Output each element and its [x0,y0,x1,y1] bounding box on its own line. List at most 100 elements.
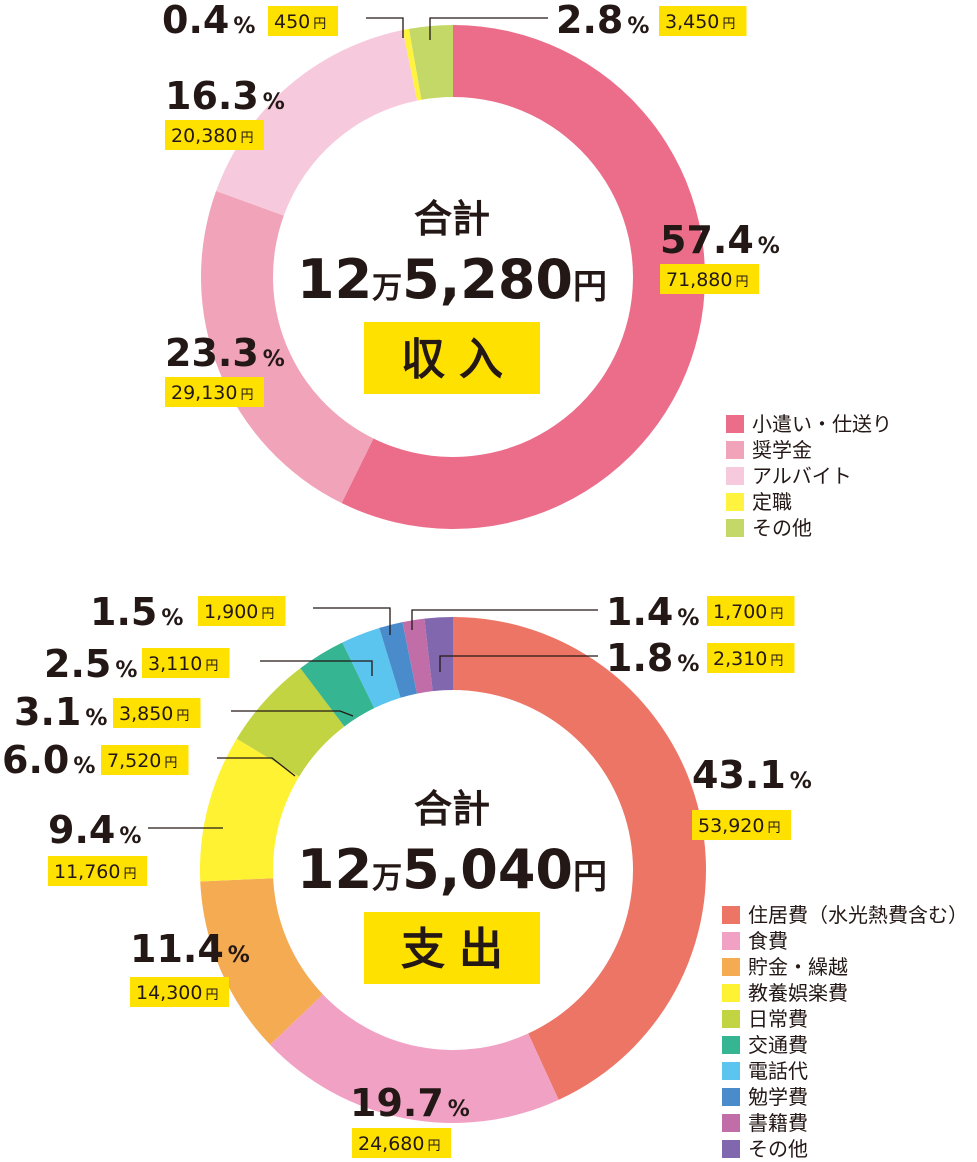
slice-amount-label-1-2: 14,300 円 [136,982,219,1004]
slice-amount-label-1-6: 3,110 円 [148,653,218,675]
expense-leader-lines [148,607,598,829]
legend-swatch-0-1 [726,441,744,459]
slice-amount-box-1-6 [142,648,230,678]
slice-percent-label-1-9: 1.8% [606,636,699,680]
legend-label-1-6: 電話代 [748,1059,808,1083]
slice-percent-label-1-5: 3.1% [14,690,107,734]
slice-percent-label-0-4: 2.8% [556,0,649,42]
legend-label-1-5: 交通費 [748,1033,808,1057]
slice-amount-label-0-1: 29,130 円 [171,382,254,404]
legend-label-1-0: 住居費（水光熱費含む） [748,903,968,927]
legend-swatch-1-1 [722,932,740,950]
slice-amount-label-1-3: 11,760 円 [54,861,137,883]
slice-amount-box-1-9 [707,643,795,673]
slice-amount-box-1-3 [48,856,147,886]
legend-swatch-0-2 [726,467,744,485]
expense-labels: 43.1 % 53,920 円 19.7 % 24,680 円 11.4 % 14,300 円 9.4%… [2,590,812,1158]
legend-swatch-1-4 [722,1010,740,1028]
slice-amount-label-1-4: 7,520 円 [107,750,177,772]
income-tag-box [364,322,540,394]
leader-line-0-4 [429,17,548,40]
donut-slice-0-4 [408,25,453,100]
slice-percent-label-0-2: 16.3% [165,74,285,118]
donut-slice-1-3 [200,738,300,882]
slice-amount-box-0-1 [165,377,264,407]
slice-amount-label-1-5: 3,850 円 [119,703,189,725]
slice-amount-box-1-2 [130,977,229,1007]
slice-percent-label-0-1: 23.3% [165,331,285,375]
slice-amount-box-0-2 [165,120,264,150]
legend-swatch-1-9 [722,1140,740,1158]
donut-slice-0-0 [341,25,705,529]
slice-amount-label-1-7: 1,900 円 [204,601,274,623]
slice-amount-box-0-3 [268,6,338,36]
legend-swatch-1-0 [722,906,740,924]
expense-donut-chart: 43.1 % 53,920 円 19.7 % 24,680 円 11.4 % 14,300 円 9.4%… [2,590,968,1161]
legend-swatch-1-2 [722,958,740,976]
slice-percent-label-1-1: 19.7% [350,1081,470,1125]
donut-slice-1-4 [236,668,345,777]
slice-amount-box-0-4 [659,6,747,36]
slice-amount-label-0-2: 20,380 円 [171,125,254,147]
slice-amount-box-1-0 [692,810,791,840]
slice-amount-label-0-4: 3,450 円 [665,11,735,33]
donut-slice-1-7 [379,622,418,698]
legend-swatch-0-3 [726,493,744,511]
expense-center: 合計 12万5,040円 支出 [297,787,607,984]
slice-amount-label-1-0: 53,920 円 [698,815,781,837]
slice-amount-box-1-8 [707,596,795,626]
donut-slice-1-1 [270,994,559,1124]
legend-label-1-8: 書籍費 [748,1111,808,1135]
slice-amount-label-1-1: 24,680 円 [358,1133,441,1155]
expense-legend: 住居費（水光熱費含む）食費貯金・繰越教養娯楽費日常費交通費電話代勉学費書籍費その… [722,903,968,1161]
slice-percent-label-1-4: 6.0% [2,738,95,782]
leader-line-1-9 [439,655,598,672]
slice-percent-label-1-7: 1.5% [90,590,183,634]
donut-slice-1-5 [300,642,375,727]
slice-amount-box-1-5 [113,698,201,728]
leader-line-1-8 [411,609,598,630]
donut-slice-1-0 [453,617,707,1100]
expense-center-total: 12万5,040円 [297,838,607,901]
legend-label-1-1: 食費 [748,929,788,953]
donut-slice-1-2 [200,878,323,1045]
legend-label-1-2: 貯金・繰越 [748,955,848,979]
leader-line-1-7 [313,607,391,635]
legend-label-0-4: その他 [752,516,812,540]
donut-slice-0-1 [201,191,374,504]
leader-line-1-5 [231,710,354,717]
legend-label-1-7: 勉学費 [748,1085,808,1109]
legend-label-0-2: アルバイト [752,464,852,488]
income-donut-chart: 57.4 % 71,880 円 23.3 % 29,130 円 16.3 % 20,380 円 0.4%… [162,0,892,540]
leader-line-1-4 [217,757,296,777]
leader-line-1-6 [260,660,373,676]
donut-slice-0-3 [402,28,422,101]
income-center-tag: 収入 [401,334,517,385]
legend-label-1-4: 日常費 [748,1007,808,1031]
income-center-total: 12万5,280円 [297,248,607,311]
legend-swatch-0-0 [726,415,744,433]
slice-amount-box-1-4 [101,745,189,775]
legend-label-0-3: 定職 [752,490,792,514]
slice-amount-box-0-0 [660,264,759,294]
slice-amount-label-1-8: 1,700 円 [713,601,783,623]
donut-slice-1-9 [424,617,453,692]
slice-percent-label-1-3: 9.4% [48,808,141,852]
slice-amount-label-0-3: 450 円 [274,11,326,33]
legend-label-1-3: 教養娯楽費 [748,981,848,1005]
legend-swatch-1-5 [722,1036,740,1054]
leader-line-0-3 [366,17,404,38]
expense-center-tag: 支出 [401,924,517,975]
donut-slice-0-2 [216,30,418,216]
expense-slices [200,617,707,1124]
expense-tag-box [364,912,540,984]
slice-percent-label-0-0: 57.4% [660,218,780,262]
legend-swatch-1-6 [722,1062,740,1080]
slice-percent-label-1-0: 43.1% [692,753,812,797]
legend-label-0-1: 奨学金 [752,438,812,462]
legend-label-0-0: 小遣い・仕送り [752,412,892,436]
slice-amount-box-1-7 [198,596,286,626]
slice-amount-box-1-1 [352,1128,451,1158]
